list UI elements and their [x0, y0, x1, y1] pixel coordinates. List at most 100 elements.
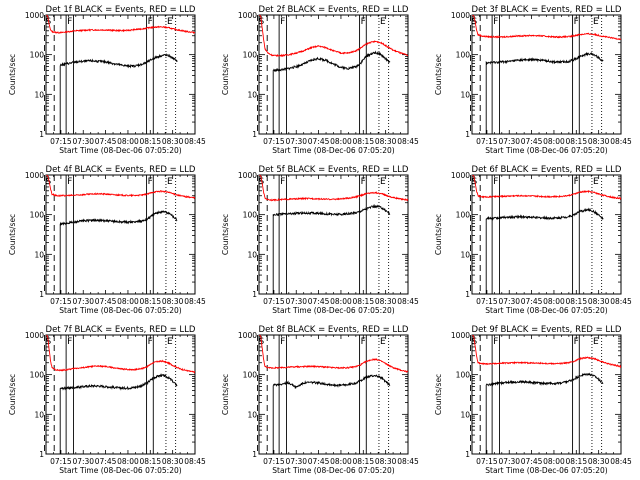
marker-label: F	[493, 177, 498, 187]
y-tick-label: 10	[34, 410, 44, 419]
y-tick-label: 100	[243, 51, 258, 60]
x-tick-label: 08:15	[565, 457, 587, 466]
y-tick-label: 1	[252, 450, 257, 459]
chart-title: Det 1f BLACK = Events, RED = LLD	[46, 5, 196, 15]
plot-frame	[258, 334, 409, 455]
x-tick-label: 08:30	[588, 297, 610, 306]
y-tick-label: 1000	[238, 171, 257, 180]
x-tick-label: 07:15	[263, 297, 285, 306]
plot-area	[46, 335, 195, 454]
events-series-line	[485, 51, 604, 134]
x-tick-label: 08:30	[588, 457, 610, 466]
chart-title: Det 9f BLACK = Events, RED = LLD	[472, 325, 622, 335]
x-tick-label: 07:30	[72, 457, 94, 466]
marker-label: F	[280, 337, 285, 347]
marker-label: E	[167, 177, 173, 187]
x-tick-label: 08:30	[588, 137, 610, 146]
x-tick-label: 07:15	[263, 457, 285, 466]
x-axis-label: Start Time (08-Dec-06 07:05:20)	[59, 146, 181, 155]
chart-panel-1: Det 1f BLACK = Events, RED = LLD 1 10 100 10…	[8, 5, 206, 155]
marker-label: F	[361, 337, 366, 347]
x-tick-label: 07:45	[308, 457, 330, 466]
y-tick-label: 1000	[238, 11, 257, 20]
marker-label: E	[380, 17, 386, 27]
plot-frame	[45, 174, 196, 295]
marker-label: F	[493, 337, 498, 347]
y-tick-label: 1	[39, 130, 44, 139]
x-tick-label: 07:30	[72, 297, 94, 306]
x-tick-label: 07:45	[308, 137, 330, 146]
chart-title: Det 6f BLACK = Events, RED = LLD	[472, 165, 622, 175]
plot-frame	[258, 14, 409, 135]
x-tick-label: 08:45	[184, 457, 206, 466]
marker-label: F	[493, 17, 498, 27]
x-tick-label: 07:15	[50, 137, 72, 146]
x-tick-label: 07:15	[476, 457, 498, 466]
x-axis-label: Start Time (08-Dec-06 07:05:20)	[59, 466, 181, 475]
x-axis-label: Start Time (08-Dec-06 07:05:20)	[485, 466, 607, 475]
x-tick-label: 08:00	[543, 297, 565, 306]
plot-area	[46, 175, 195, 294]
x-axis-label: Start Time (08-Dec-06 07:05:20)	[272, 466, 394, 475]
events-series-line	[59, 373, 178, 454]
y-tick-label: 1000	[451, 171, 470, 180]
x-tick-label: 08:45	[610, 457, 632, 466]
x-tick-label: 08:00	[543, 457, 565, 466]
x-tick-label: 07:45	[308, 297, 330, 306]
y-axis-label: Counts/sec	[221, 374, 230, 415]
marker-label: F	[148, 17, 153, 27]
plot-area	[472, 335, 621, 454]
x-tick-label: 08:00	[117, 137, 139, 146]
chart-panel-8: Det 8f BLACK = Events, RED = LLD 1 10 100 10…	[221, 325, 419, 475]
x-tick-label: 07:45	[95, 297, 117, 306]
x-tick-label: 08:45	[397, 297, 419, 306]
x-tick-label: 08:00	[330, 297, 352, 306]
events-series-line	[485, 207, 604, 294]
lld-series-line	[472, 175, 621, 201]
y-tick-label: 100	[456, 371, 471, 380]
x-tick-label: 07:15	[263, 137, 285, 146]
x-tick-label: 08:15	[352, 297, 374, 306]
plot-frame	[45, 14, 196, 135]
x-tick-label: 07:30	[498, 137, 520, 146]
y-axis-label: Counts/sec	[434, 374, 443, 415]
marker-label: E	[167, 337, 173, 347]
x-tick-label: 08:15	[139, 297, 161, 306]
plot-frame	[471, 14, 622, 135]
x-tick-label: 07:30	[285, 297, 307, 306]
y-axis-label: Counts/sec	[221, 54, 230, 95]
plot-area	[259, 335, 408, 454]
x-tick-label: 07:30	[285, 457, 307, 466]
x-tick-label: 08:15	[139, 137, 161, 146]
y-tick-label: 100	[243, 211, 258, 220]
lld-series-line	[46, 335, 195, 374]
x-tick-label: 08:30	[162, 137, 184, 146]
x-tick-label: 08:15	[565, 137, 587, 146]
plot-area	[259, 175, 408, 294]
events-series-line	[272, 203, 391, 294]
x-axis-label: Start Time (08-Dec-06 07:05:20)	[59, 306, 181, 315]
x-tick-label: 07:45	[521, 137, 543, 146]
plot-area	[472, 175, 621, 294]
x-tick-label: 07:15	[476, 297, 498, 306]
x-tick-label: 07:15	[476, 137, 498, 146]
chart-panel-6: Det 6f BLACK = Events, RED = LLD 1 10 100 10…	[434, 165, 632, 315]
lld-series-line	[46, 15, 195, 35]
y-tick-label: 1	[39, 290, 44, 299]
y-axis-label: Counts/sec	[221, 214, 230, 255]
x-tick-label: 08:45	[184, 137, 206, 146]
marker-label: E	[380, 337, 386, 347]
x-axis-label: Start Time (08-Dec-06 07:05:20)	[485, 306, 607, 315]
y-axis-label: Counts/sec	[434, 214, 443, 255]
x-axis-label: Start Time (08-Dec-06 07:05:20)	[272, 306, 394, 315]
y-tick-label: 10	[460, 250, 470, 259]
marker-label: F	[574, 337, 579, 347]
x-tick-label: 08:15	[565, 297, 587, 306]
plot-area	[259, 15, 408, 134]
x-axis-label: Start Time (08-Dec-06 07:05:20)	[485, 146, 607, 155]
chart-title: Det 3f BLACK = Events, RED = LLD	[472, 5, 622, 15]
events-series-line	[59, 53, 178, 134]
x-tick-label: 08:00	[330, 137, 352, 146]
y-tick-label: 10	[247, 410, 257, 419]
marker-label: E	[593, 337, 599, 347]
